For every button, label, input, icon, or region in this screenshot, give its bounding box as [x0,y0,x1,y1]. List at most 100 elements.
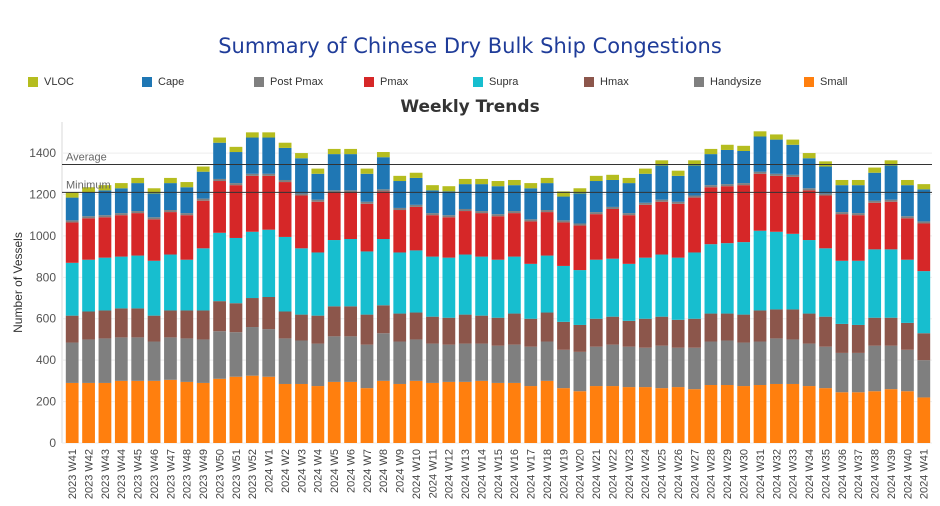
bar-post-pmax [622,213,636,216]
bar-post-pmax [409,204,423,207]
bar-pmax [753,173,767,231]
bar-cape [442,191,456,216]
bar-handysize [901,349,914,392]
bar-supra [426,256,439,317]
bar-cape [884,165,898,200]
bar-post-pmax [835,212,849,215]
bar-supra [82,259,95,312]
bar-small [737,386,751,443]
bar-small [540,380,554,443]
legend-item-pmax[interactable]: Pmax [364,76,408,88]
bar-hmax [819,316,832,347]
bar-cape [327,154,341,191]
bar-hmax [196,310,210,340]
legend-swatch-small [804,77,814,87]
reference-label-average: Average [66,151,107,163]
x-tick-label: 2024 W35 [820,449,832,499]
bar-cape [901,185,914,217]
bar-pmax [475,213,489,257]
bar-vloc [147,188,161,194]
bar-post-pmax [180,213,194,216]
x-tick-label: 2024 W31 [755,449,767,499]
bar-cape [786,144,800,175]
bar-pmax [770,175,783,232]
bar-small [426,382,439,443]
legend-item-hmax[interactable]: Hmax [584,76,629,88]
legend-item-cape[interactable]: Cape [142,76,184,88]
bar-handysize [65,342,79,383]
x-tick-label: 2024 W39 [886,449,898,499]
bar-cape [458,184,472,209]
bar-handysize [540,341,554,381]
bar-vloc [426,185,439,191]
legend-item-post-pmax[interactable]: Post Pmax [254,76,323,88]
bar-pmax [360,203,374,252]
x-tick-label: 2024 W19 [558,449,570,499]
bar-supra [311,252,325,316]
bar-post-pmax [65,220,79,223]
legend-item-handysize[interactable]: Handysize [694,76,761,88]
bar-cape [671,175,685,202]
bar-handysize [114,337,128,381]
bar-post-pmax [327,190,341,193]
bar-post-pmax [164,210,177,213]
bar-vloc [655,160,669,166]
x-tick-label: 2024 W20 [575,449,587,499]
legend-item-small[interactable]: Small [804,76,848,88]
bar-small [442,381,456,443]
legend-item-supra[interactable]: Supra [473,76,518,88]
bar-pmax [884,201,898,250]
bar-post-pmax [802,188,816,191]
x-tick-label: 2023 W44 [116,449,128,499]
bar-cape [540,183,554,211]
bar-small [131,380,145,443]
bar-hmax [98,310,112,339]
bar-cape [819,166,832,194]
bar-supra [606,258,620,317]
bar-cape [475,184,489,212]
bar-pmax [491,216,505,260]
bar-post-pmax [393,207,407,211]
bar-hmax [622,320,636,347]
bar-handysize [819,346,832,389]
bar-pmax [245,175,259,232]
bar-supra [688,252,701,319]
bar-handysize [802,343,816,387]
bar-small [245,375,259,443]
bar-small [868,391,882,443]
bar-pmax [344,192,357,240]
bar-pmax [573,225,587,271]
bar-hmax [295,314,308,341]
bar-supra [917,271,931,334]
bar-supra [704,244,718,314]
bar-supra [622,263,636,321]
bar-hmax [639,318,652,348]
bar-cape [98,190,112,216]
bar-vloc [213,137,226,143]
bar-vloc [835,179,849,186]
bar-vloc [917,184,931,190]
bar-hmax [131,308,145,338]
bar-hmax [245,298,259,328]
bar-vloc [901,179,914,186]
y-tick-label: 200 [36,395,56,409]
bar-handysize [475,343,489,381]
bar-post-pmax [295,193,308,196]
legend-label: Hmax [600,76,629,88]
bar-handysize [786,339,800,384]
x-tick-label: 2023 W51 [231,449,243,499]
bar-supra [409,250,423,313]
bar-post-pmax [213,178,226,182]
bar-small [147,380,161,443]
bar-hmax [606,316,620,345]
bar-handysize [458,343,472,382]
bar-pmax [409,206,423,251]
x-tick-label: 2024 W25 [657,449,669,499]
legend-item-vloc[interactable]: VLOC [28,76,74,88]
x-tick-label: 2023 W42 [83,449,95,499]
bar-pmax [868,202,882,250]
bar-post-pmax [868,200,882,203]
y-tick-label: 400 [36,353,56,367]
bar-post-pmax [442,215,456,218]
bar-vloc [442,186,456,192]
